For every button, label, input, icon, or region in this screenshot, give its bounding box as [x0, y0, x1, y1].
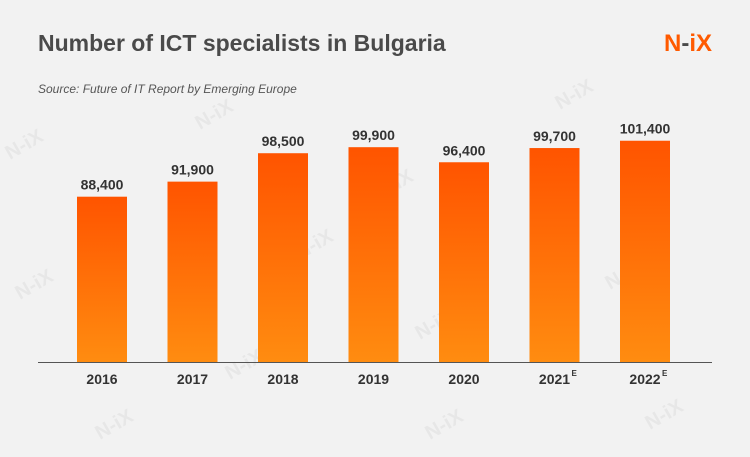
chart-source: Source: Future of IT Report by Emerging …: [38, 82, 297, 96]
brand-logo: N-iX: [664, 30, 712, 58]
estimate-marker: E: [572, 369, 578, 378]
logo-letter-n: N: [663, 30, 682, 57]
x-tick-label: 2018: [267, 371, 298, 387]
data-label: 91,900: [171, 162, 214, 178]
bar-2019: [348, 147, 399, 362]
x-tick-label: 2022: [629, 371, 660, 387]
watermark-text: N-iX: [12, 265, 58, 304]
data-label: 98,500: [262, 133, 305, 149]
bar-2017: [167, 181, 218, 362]
logo-letter-x: X: [695, 30, 712, 57]
bar-2018: [258, 153, 308, 362]
watermark-text: N-iX: [2, 125, 48, 164]
bars-group: [77, 140, 670, 362]
watermark-text: N-iX: [552, 75, 598, 114]
bar-2022: [620, 140, 670, 362]
bar-2021: [529, 148, 580, 362]
watermark-text: N-iX: [92, 405, 138, 444]
bar-2016: [77, 196, 127, 362]
data-label: 101,400: [620, 121, 671, 137]
x-tick-label: 2019: [358, 371, 389, 387]
data-label: 96,400: [443, 142, 486, 158]
watermark-text: N-iX: [642, 395, 688, 434]
watermark-text: N-iX: [422, 405, 468, 444]
x-tick-label: 2021: [539, 371, 570, 387]
x-tick-label: 2017: [177, 371, 208, 387]
logo-letter-i: i: [689, 30, 696, 57]
x-tick-label: 2020: [448, 371, 479, 387]
data-label: 99,900: [352, 127, 395, 143]
watermark-text: N-iX: [192, 95, 238, 134]
estimate-marker: E: [662, 369, 668, 378]
x-tick-label: 2016: [86, 371, 117, 387]
labels-group: 88,400 2016 91,900 2017 98,500 2018 99,900 2019…: [81, 121, 671, 387]
logo-dash: -: [681, 30, 690, 57]
bar-2020: [439, 162, 489, 362]
data-label: 99,700: [533, 128, 576, 144]
chart-title: Number of ICT specialists in Bulgaria: [38, 30, 446, 56]
data-label: 88,400: [81, 177, 124, 193]
